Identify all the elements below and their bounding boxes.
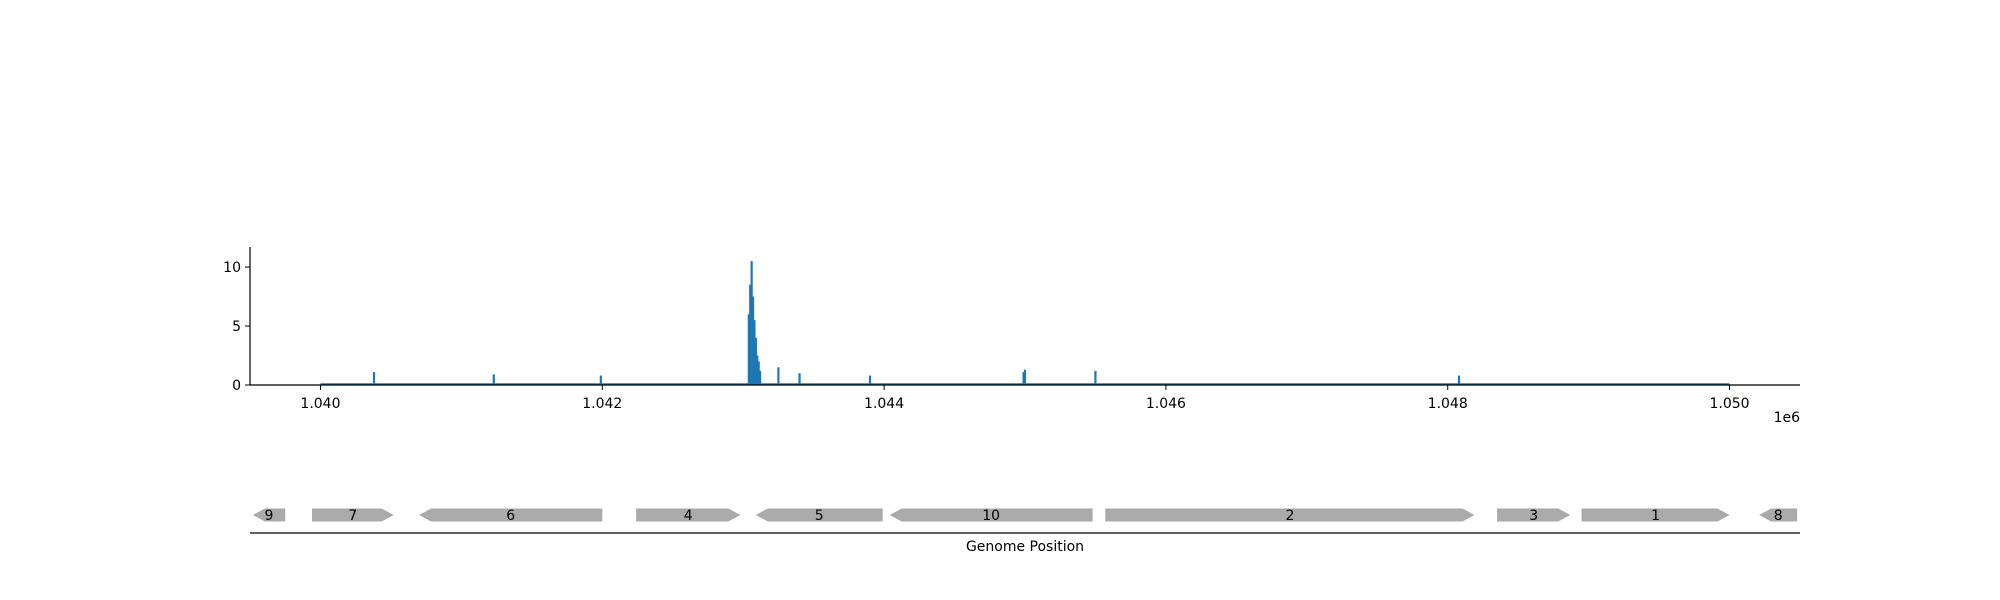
gene-arrow bbox=[636, 508, 741, 522]
gene-arrow bbox=[419, 508, 603, 522]
gene-arrow bbox=[1497, 508, 1571, 522]
gene-label: 1 bbox=[1651, 508, 1660, 524]
gene-label: 6 bbox=[506, 508, 515, 524]
x-offset-label: 1e6 bbox=[1774, 410, 1801, 426]
gene-label: 8 bbox=[1774, 508, 1783, 524]
gene-label: 9 bbox=[265, 508, 274, 524]
gene-label: 7 bbox=[348, 508, 357, 524]
y-tick-label: 10 bbox=[223, 260, 241, 276]
x-tick-label: 1.040 bbox=[300, 396, 340, 412]
gene-arrow bbox=[755, 508, 883, 522]
gene-arrow bbox=[889, 508, 1093, 522]
gene-label: 3 bbox=[1529, 508, 1538, 524]
gene-label: 2 bbox=[1285, 508, 1294, 524]
gene-arrow bbox=[252, 508, 286, 522]
x-tick-label: 1.044 bbox=[864, 396, 904, 412]
x-tick-label: 1.048 bbox=[1428, 396, 1468, 412]
gene-label: 10 bbox=[982, 508, 1000, 524]
x-tick-label: 1.046 bbox=[1146, 396, 1186, 412]
gene-label: 5 bbox=[815, 508, 824, 524]
gene-arrow bbox=[312, 508, 394, 522]
y-tick-label: 0 bbox=[232, 378, 241, 394]
gene-arrow bbox=[1581, 508, 1730, 522]
gene-arrow bbox=[1105, 508, 1475, 522]
gene-arrow bbox=[1759, 508, 1798, 522]
x-axis-title: Genome Position bbox=[966, 539, 1084, 555]
x-tick-label: 1.042 bbox=[582, 396, 622, 412]
gene-label: 4 bbox=[684, 508, 693, 524]
coverage-plot: 0 5 10 1.040 1.042 1.044 1.046 1.048 1.050 1e6 bbox=[223, 247, 1800, 426]
y-tick-label: 5 bbox=[232, 319, 241, 335]
x-tick-label: 1.050 bbox=[1709, 396, 1749, 412]
gene-track: 9 7 6 4 5 10 2 3 1 8 Genome Position bbox=[250, 508, 1800, 555]
